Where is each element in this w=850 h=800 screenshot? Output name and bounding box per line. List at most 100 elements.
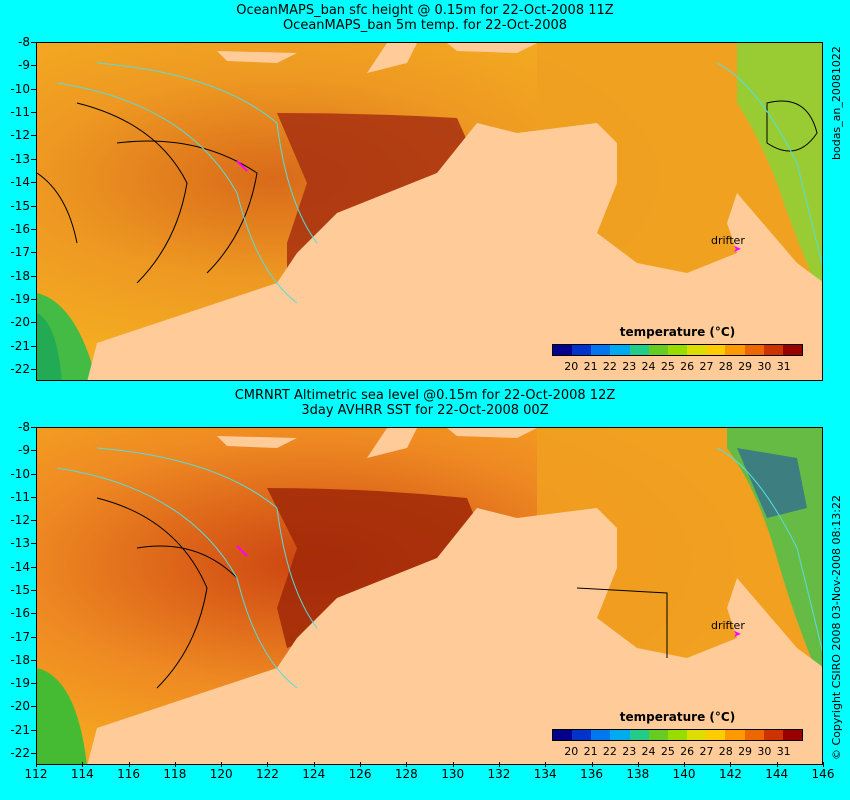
longitude-tick-label: 112 [24,767,48,781]
latitude-tick-mark [31,42,36,43]
bottom-map-svg [37,428,822,764]
longitude-tick-mark [406,762,408,767]
sst-warm-core [267,488,487,648]
latitude-tick-label: -21 [10,338,30,353]
legend-tick-label: 22 [602,360,617,373]
legend-swatch [591,730,611,740]
legend-tick-label: 26 [680,360,695,373]
legend-swatch [648,345,668,355]
latitude-tick-label: -20 [10,315,30,330]
latitude-tick-label: -13 [10,151,30,166]
sfc-height-contour-2 [116,140,258,274]
cloud-affected-region [737,448,807,518]
bottom-legend-colorbar [552,729,803,741]
legend-tick-label: 20 [564,745,579,758]
legend-tick-label: 25 [660,745,675,758]
longitude-tick-mark [313,762,315,767]
legend-tick-label: 27 [699,360,714,373]
longitude-tick-mark [545,762,547,767]
longitude-tick-mark [637,762,639,767]
legend-tick-label: 21 [583,360,598,373]
drifter-track-bottom [236,545,248,557]
bottom-legend-title: temperature (°C) [619,710,736,724]
legend-tick-label: 26 [680,745,695,758]
legend-tick-label: 24 [641,745,656,758]
top-panel-subtitle: OceanMAPS_ban 5m temp. for 22-Oct-2008 [282,18,568,33]
latitude-tick-label: -10 [10,81,30,96]
latitude-tick-mark [31,228,36,230]
longitude-tick-label: 114 [70,767,94,781]
legend-tick-label: 30 [757,360,772,373]
latitude-tick-mark [31,473,36,475]
legend-tick-label: 27 [699,745,714,758]
top-legend-colorbar [552,344,803,356]
longitude-tick-label: 142 [718,767,742,781]
legend-swatch [610,730,630,740]
longitude-tick-label: 146 [811,767,835,781]
legend-tick-label: 29 [738,360,753,373]
legend-tick-label: 23 [622,360,637,373]
legend-swatch [572,730,592,740]
longitude-tick-label: 140 [672,767,696,781]
latitude-tick-mark [31,298,36,300]
australia-landmass-bottom [87,508,822,764]
latitude-tick-mark [31,88,36,90]
longitude-tick-mark [174,762,176,767]
longitude-tick-mark [591,762,593,767]
latitude-tick-label: -19 [10,676,30,691]
legend-tick-label: 21 [583,745,598,758]
longitude-tick-mark [36,762,37,767]
top-panel-title: OceanMAPS_ban sfc height @ 0.15m for 22-… [236,3,614,18]
bottom-panel-title: CMRNRT Altimetric sea level @0.15m for 2… [234,388,616,403]
top-drifter-label: drifter [711,234,745,247]
latitude-tick-label: -14 [10,559,30,574]
longitude-tick-label: 134 [533,767,557,781]
latitude-tick-label: -12 [10,513,30,528]
latitude-tick-label: -17 [10,629,30,644]
sfc-height-contour-3 [37,172,78,244]
latitude-tick-label: -16 [10,606,30,621]
longitude-tick-mark [730,762,732,767]
sst-cool-region [37,668,87,764]
cool-water-core [37,313,62,380]
top-drifter-marker: ➤ [733,244,742,255]
bottom-map-panel [36,427,823,765]
latitude-tick-mark [31,590,36,591]
legend-swatch [572,345,592,355]
northern-coast [447,43,537,53]
legend-tick-label: 28 [718,745,733,758]
latitude-tick-mark [31,543,36,545]
longitude-tick-mark [128,762,130,767]
top-side-label: bodas_an_20081022 [830,46,843,160]
latitude-tick-mark [31,636,36,638]
longitude-tick-label: 116 [117,767,141,781]
longitude-tick-mark [360,762,362,767]
latitude-tick-label: -11 [10,489,30,504]
latitude-tick-mark [31,427,36,428]
latitude-tick-mark [31,450,36,452]
legend-swatch [782,730,803,740]
legend-tick-label: 23 [622,745,637,758]
latitude-tick-mark [31,158,36,160]
isobath-line-3-bottom [716,447,822,652]
longitude-tick-label: 122 [256,767,279,781]
latitude-tick-label: -19 [10,291,30,306]
legend-swatch [725,730,745,740]
longitude-tick-label: 126 [348,767,372,781]
latitude-tick-mark [31,496,36,498]
legend-swatch [629,345,649,355]
longitude-tick-mark [776,762,778,767]
latitude-tick-mark [31,65,36,67]
latitude-tick-mark [31,345,36,347]
latitude-tick-label: -8 [18,420,30,434]
latitude-tick-mark [31,112,36,114]
sumba-island-bottom [217,436,297,448]
latitude-tick-label: -13 [10,536,30,551]
longitude-tick-label: 144 [765,767,789,781]
top-legend-title: temperature (°C) [619,325,736,339]
legend-swatch [782,345,803,355]
latitude-tick-label: -15 [10,198,30,213]
bottom-drifter-marker: ➤ [733,629,742,640]
longitude-tick-label: 118 [163,767,187,781]
timor-island [367,43,417,73]
